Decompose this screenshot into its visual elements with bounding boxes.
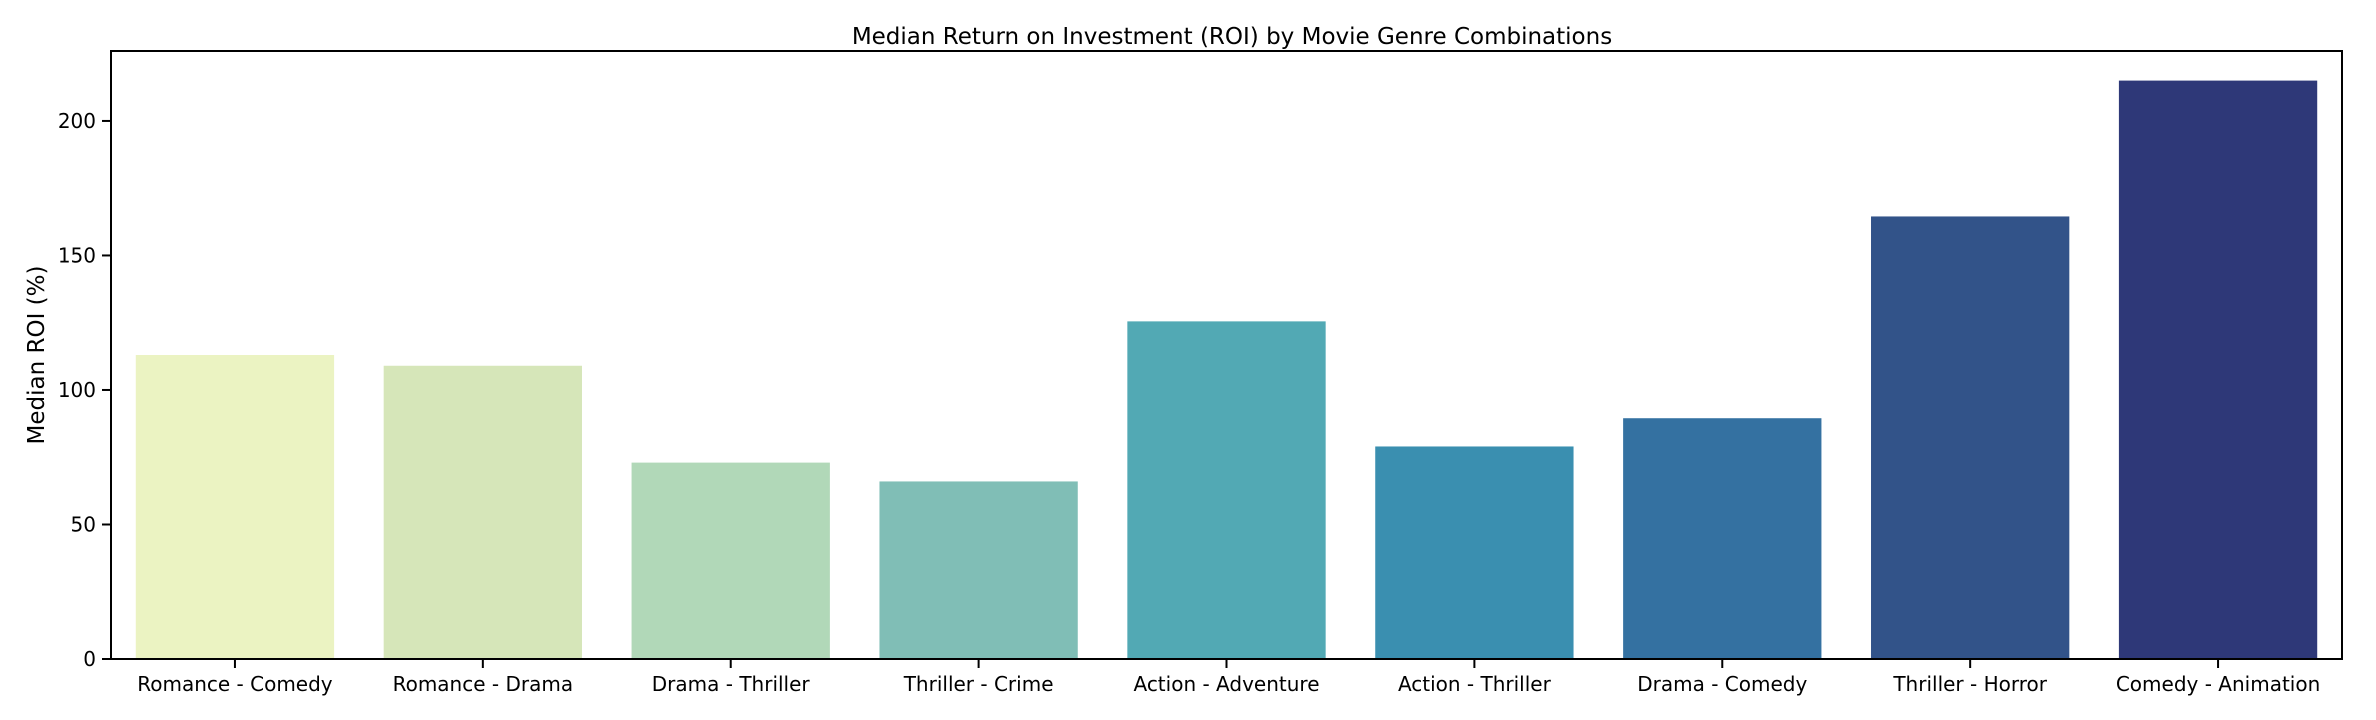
y-tick-label: 200 xyxy=(58,109,96,133)
y-tick-label: 100 xyxy=(58,378,96,402)
x-tick-label: Action - Adventure xyxy=(1133,672,1319,696)
bar-0 xyxy=(135,355,335,659)
x-tick-label: Drama - Comedy xyxy=(1637,672,1807,696)
bar-2 xyxy=(631,462,830,659)
bar-5 xyxy=(1375,446,1574,659)
x-tick-label: Romance - Comedy xyxy=(137,672,333,696)
bar-1 xyxy=(383,365,582,659)
x-tick-label: Comedy - Animation xyxy=(2116,672,2320,696)
y-tick-label: 0 xyxy=(83,647,96,671)
x-axis-ticks: Romance - Comedy Romance - Drama Drama - T… xyxy=(137,659,2320,696)
x-tick-label: Thriller - Crime xyxy=(903,672,1054,696)
bar-6 xyxy=(1623,418,1822,659)
y-axis-ticks: 0 50 100 150 200 xyxy=(58,109,111,671)
y-tick-label: 150 xyxy=(58,243,96,267)
chart-title: Median Return on Investment (ROI) by Mov… xyxy=(852,24,1612,50)
x-tick-label: Romance - Drama xyxy=(393,672,574,696)
bar-8 xyxy=(2118,80,2318,660)
plot-frame xyxy=(110,50,2343,660)
bars-group xyxy=(135,80,2318,660)
y-tick-label: 50 xyxy=(71,512,96,536)
bar-3 xyxy=(879,481,1078,659)
x-tick-label: Thriller - Horror xyxy=(1892,672,2047,696)
x-tick-label: Action - Thriller xyxy=(1398,672,1552,696)
y-axis-label: Median ROI (%) xyxy=(24,266,50,445)
bar-7 xyxy=(1871,216,2070,659)
bar-4 xyxy=(1127,321,1326,659)
x-tick-label: Drama - Thriller xyxy=(652,672,811,696)
